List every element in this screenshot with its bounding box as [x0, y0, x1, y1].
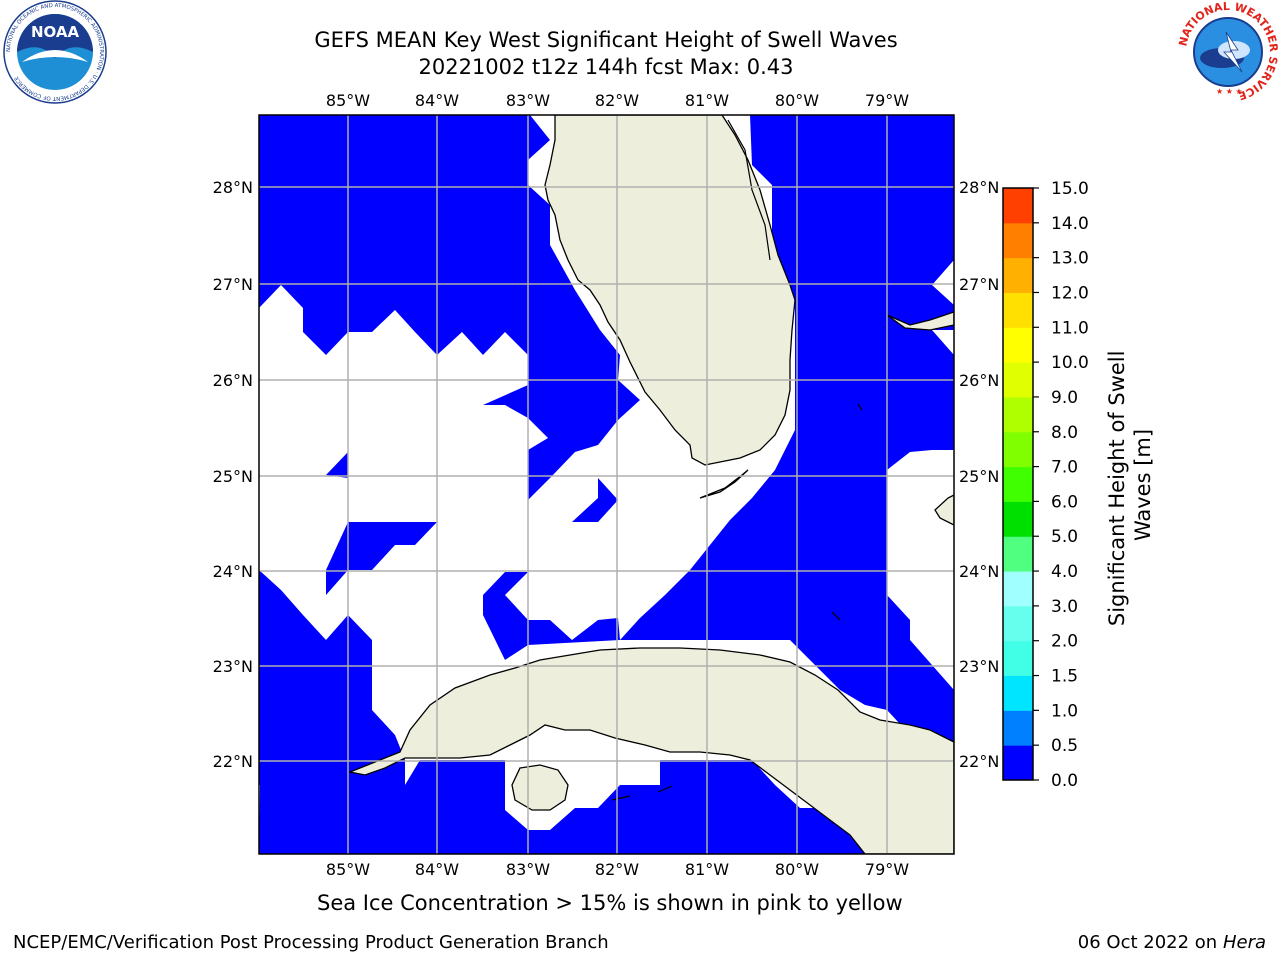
footer-host: Hera	[1222, 932, 1266, 953]
colorbar-tick-label: 2.0	[1051, 632, 1078, 652]
colorbar-tick-label: 13.0	[1051, 249, 1089, 269]
footer-date: 06 Oct 2022 on Hera	[1078, 932, 1266, 953]
lon-label-top: 80°W	[775, 91, 819, 110]
lat-label-left: 25°N	[213, 467, 253, 486]
colorbar-segment	[1003, 571, 1033, 607]
noaa-logo-icon: NATIONAL OCEANIC AND ATMOSPHERIC ADMINIS…	[3, 0, 107, 104]
lat-label-right: 28°N	[959, 178, 999, 197]
colorbar-tick-label: 12.0	[1051, 283, 1089, 303]
colorbar-segment	[1003, 222, 1033, 259]
svg-text:★ ★ ★: ★ ★ ★	[1216, 87, 1243, 96]
colorbar-tick-label: 0.5	[1051, 736, 1078, 756]
colorbar-tick-label: 7.0	[1051, 458, 1078, 478]
colorbar-tick-label: 11.0	[1051, 318, 1089, 338]
colorbar-segment	[1003, 431, 1033, 468]
lon-label-top: 83°W	[506, 91, 550, 110]
colorbar-segment	[1003, 640, 1033, 677]
lon-label-top: 84°W	[415, 91, 459, 110]
coast-details	[611, 119, 863, 801]
colorbar-tick-label: 4.0	[1051, 562, 1078, 582]
lat-label-left: 24°N	[213, 562, 253, 581]
lon-label-top: 82°W	[595, 91, 639, 110]
lon-label-top: 79°W	[865, 91, 909, 110]
colorbar-tick-label: 15.0	[1051, 179, 1089, 199]
land	[347, 115, 954, 854]
bahamas-land	[886, 311, 954, 331]
colorbar-segment	[1003, 605, 1033, 642]
footer-credit: NCEP/EMC/Verification Post Processing Pr…	[13, 932, 609, 953]
colorbar-segment	[1003, 745, 1033, 781]
colorbar-label: Significant Height of Swell Waves [m]	[1105, 344, 1155, 626]
colorbar-tick-label: 0.0	[1051, 771, 1078, 791]
colorbar-segment	[1003, 675, 1033, 711]
lat-label-right: 22°N	[959, 752, 999, 771]
lon-label-bottom: 84°W	[415, 860, 459, 879]
colorbar-tick-label: 1.5	[1051, 667, 1078, 687]
nws-logo-icon: NATIONAL WEATHER SERVICE ★ ★ ★	[1176, 0, 1280, 103]
lon-label-bottom: 80°W	[775, 860, 819, 879]
map-frame	[258, 114, 955, 855]
colorbar-segment	[1003, 188, 1033, 224]
isle-of-youth-land	[511, 764, 569, 811]
colorbar-segment	[1003, 327, 1033, 363]
colorbar-segment	[1003, 257, 1033, 293]
lat-label-left: 22°N	[213, 752, 253, 771]
chart-title: GEFS MEAN Key West Significant Height of…	[314, 28, 898, 52]
colorbar-tick-label: 3.0	[1051, 597, 1078, 617]
florida-land	[544, 115, 796, 466]
cuba-land	[347, 647, 954, 854]
chart-subtitle: 20221002 t12z 144h fcst Max: 0.43	[418, 55, 794, 79]
lon-label-bottom: 83°W	[506, 860, 550, 879]
lat-label-left: 28°N	[213, 178, 253, 197]
colorbar-tick-label: 1.0	[1051, 701, 1078, 721]
colorbar-segment	[1003, 396, 1033, 433]
wave-field	[259, 115, 954, 854]
lon-label-bottom: 82°W	[595, 860, 639, 879]
lat-label-left: 26°N	[213, 371, 253, 390]
colorbar-segment	[1003, 362, 1033, 398]
lon-label-bottom: 81°W	[685, 860, 729, 879]
colorbar-segment	[1003, 466, 1033, 502]
lat-label-right: 23°N	[959, 657, 999, 676]
colorbar: 0.0 0.5 1.0 1.5 2.0 3.0 4.0 5.0 6.0 7.0 8.0 9.0 10.0…	[1002, 179, 1089, 791]
lat-label-right: 25°N	[959, 467, 999, 486]
lat-label-right: 26°N	[959, 371, 999, 390]
colorbar-tick-label: 10.0	[1051, 353, 1089, 373]
lon-label-top: 85°W	[326, 91, 370, 110]
colorbar-frame	[1002, 187, 1034, 781]
footer-date-text: 06 Oct 2022 on	[1077, 932, 1223, 953]
colorbar-segment	[1003, 710, 1033, 746]
colorbar-tick-label: 8.0	[1051, 423, 1078, 443]
lat-label-right: 27°N	[959, 275, 999, 294]
lon-label-bottom: 79°W	[865, 860, 909, 879]
lat-label-left: 27°N	[213, 275, 253, 294]
colorbar-segment	[1003, 292, 1033, 328]
colorbar-tick-label: 9.0	[1051, 388, 1078, 408]
colorbar-tick-label: 6.0	[1051, 492, 1078, 512]
colorbar-tick-label: 5.0	[1051, 527, 1078, 547]
graticule	[259, 115, 954, 854]
lon-label-top: 81°W	[685, 91, 729, 110]
lat-label-right: 24°N	[959, 562, 999, 581]
lat-label-left: 23°N	[213, 657, 253, 676]
sea-ice-caption: Sea Ice Concentration > 15% is shown in …	[317, 891, 903, 915]
noaa-logo-text: NOAA	[31, 23, 80, 41]
colorbar-segment	[1003, 501, 1033, 537]
lon-label-bottom: 85°W	[326, 860, 370, 879]
colorbar-tick-label: 14.0	[1051, 214, 1089, 234]
colorbar-segment	[1003, 536, 1033, 572]
